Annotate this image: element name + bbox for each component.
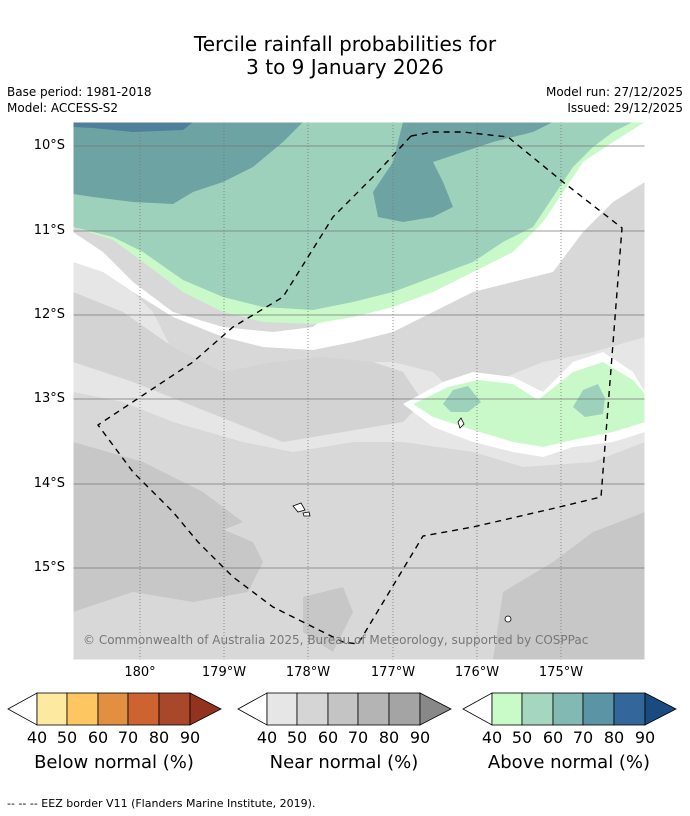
colorbar-tick: 60: [542, 728, 564, 747]
colorbar-cell: [296, 692, 329, 726]
lat-label: 15°S: [33, 560, 65, 575]
above-normal-60-region: [73, 122, 303, 204]
colorbar-max-arrow: [644, 692, 677, 726]
near-normal-60-region: [73, 512, 263, 612]
colorbar-tick: 80: [603, 728, 625, 747]
colorbar-tick: 70: [572, 728, 594, 747]
colorbar-cell: [327, 692, 359, 726]
near-normal-colorbar: [237, 692, 452, 726]
colorbar-cell: [97, 692, 129, 726]
model-run: Model run: 27/12/2025: [545, 85, 683, 99]
colorbar-tick: 40: [256, 728, 278, 747]
lat-label: 13°S: [33, 391, 65, 406]
copyright-notice: © Commonwealth of Australia 2025, Bureau…: [83, 633, 589, 647]
lon-label: 175°W: [538, 665, 584, 680]
lat-label: 10°S: [33, 138, 65, 153]
island: [504, 615, 512, 623]
eez-border: [96, 131, 623, 645]
colorbar-cell: [357, 692, 390, 726]
island: [457, 417, 465, 429]
colorbar-tick: 40: [26, 728, 48, 747]
near-normal-60-region: [73, 442, 243, 542]
lat-label: 14°S: [33, 476, 65, 491]
model-name: Model: ACCESS-S2: [7, 101, 119, 115]
issued-date: Issued: 29/12/2025: [567, 101, 683, 115]
colorbar-tick: 50: [511, 728, 533, 747]
above-normal-50-region: [573, 384, 605, 417]
graticule: [73, 122, 645, 660]
lon-label: 176°W: [454, 665, 500, 680]
lon-label: 177°W: [370, 665, 416, 680]
near-normal-50-region: [73, 292, 423, 442]
colorbar-tick: 50: [286, 728, 308, 747]
colorbar-tick: 80: [148, 728, 170, 747]
lon-label: 180°: [124, 665, 156, 680]
below-normal-label: Below normal (%): [34, 752, 194, 773]
colorbar-tick: 90: [179, 728, 201, 747]
colorbar-tick: 80: [378, 728, 400, 747]
above-normal-60-region: [373, 122, 553, 222]
colorbar-min-arrow: [7, 692, 38, 726]
colorbar-tick: 90: [409, 728, 431, 747]
colorbar-max-arrow: [419, 692, 452, 726]
colorbar-cell: [127, 692, 160, 726]
above-normal-label: Above normal (%): [487, 752, 651, 773]
colorbar-tick: 70: [347, 728, 369, 747]
colorbar-cell: [613, 692, 646, 726]
colorbar-cell: [266, 692, 298, 726]
island: [292, 502, 306, 513]
lat-label: 11°S: [33, 223, 65, 238]
above-normal-70-region: [73, 122, 193, 132]
colorbar-tick: 60: [87, 728, 109, 747]
colorbar-cell: [388, 692, 421, 726]
colorbar-tick: 70: [117, 728, 139, 747]
base-period: Base period: 1981-2018: [7, 85, 152, 99]
islands: [292, 417, 512, 623]
colorbar-min-arrow: [462, 692, 493, 726]
colorbar-cell: [521, 692, 554, 726]
map-title-line1: Tercile rainfall probabilities for: [193, 32, 497, 56]
near-normal-60-region: [493, 512, 645, 660]
colorbar-cell: [36, 692, 68, 726]
colorbar-min-arrow: [237, 692, 268, 726]
colorbar-cell: [552, 692, 584, 726]
colorbar-tick: 50: [56, 728, 78, 747]
island: [302, 511, 311, 517]
lat-label: 12°S: [33, 307, 65, 322]
eez-footnote: -- -- -- EEZ border V11 (Flanders Marine…: [7, 797, 316, 810]
colorbar-tick: 40: [481, 728, 503, 747]
above-normal-colorbar: [462, 692, 677, 726]
near-normal-label: Near normal (%): [269, 752, 419, 773]
above-normal-40-region: [413, 362, 645, 447]
lon-label: 178°W: [285, 665, 331, 680]
near-normal-60-region: [303, 587, 353, 652]
colorbar-cell: [158, 692, 191, 726]
colorbar-tick: 60: [317, 728, 339, 747]
colorbar-cell: [66, 692, 99, 726]
colorbar-cell: [491, 692, 523, 726]
colorbar-max-arrow: [189, 692, 222, 726]
colorbar-tick: 90: [634, 728, 656, 747]
map-title-line2: 3 to 9 January 2026: [246, 55, 444, 79]
colorbar-cell: [582, 692, 615, 726]
below-normal-colorbar: [7, 692, 222, 726]
lon-label: 179°W: [201, 665, 247, 680]
rainfall-map: [73, 122, 645, 660]
